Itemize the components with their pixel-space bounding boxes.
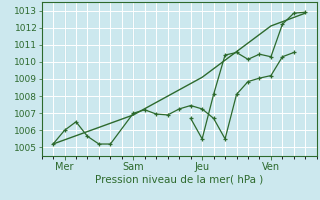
X-axis label: Pression niveau de la mer( hPa ): Pression niveau de la mer( hPa ) — [95, 174, 263, 184]
